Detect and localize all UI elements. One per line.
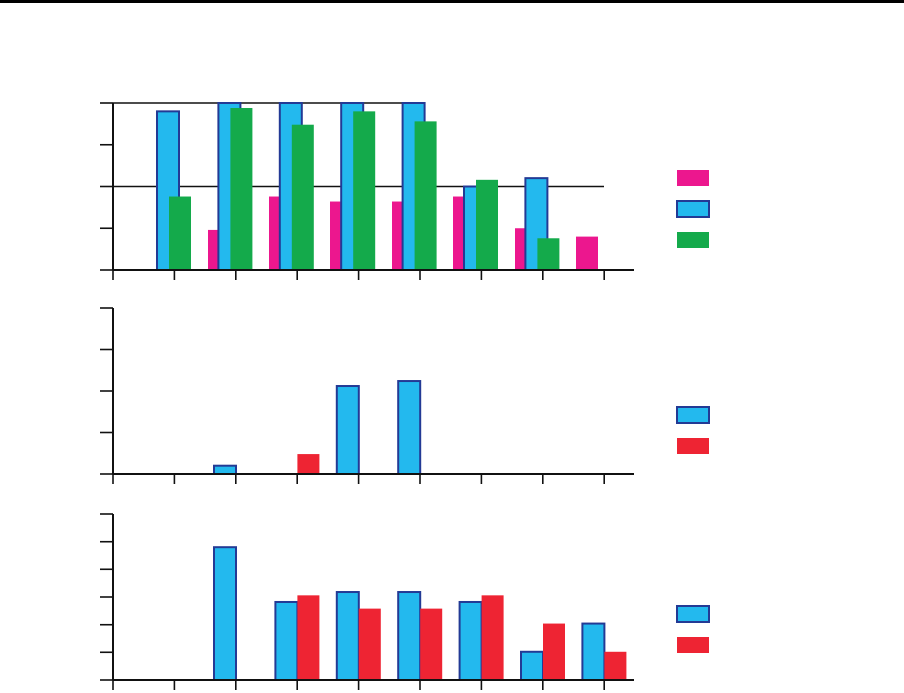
chart-3-bar-s1-c6 [458, 600, 483, 681]
chart-3-bar-s1-c3 [274, 600, 299, 681]
chart-3-legend-swatch-1 [676, 605, 710, 623]
chart-3-legend-swatch-2 [677, 637, 709, 653]
chart-3-bar-s1-c8 [581, 622, 606, 681]
chart-1-bar-s3-c2 [230, 108, 253, 270]
chart-3-bar-s2-c6 [481, 595, 504, 680]
chart-1-bar-s3-c4 [353, 111, 376, 270]
chart-1-legend-swatch-1 [677, 170, 709, 186]
chart-1-bar-s3-c7 [537, 238, 560, 270]
chart-3-bar-s2-c5 [420, 608, 443, 680]
chart-1-bar-s1-c8 [576, 236, 598, 270]
chart-1-bar-s3-c6 [476, 179, 498, 270]
chart-2-legend-swatch-1 [676, 406, 710, 424]
chart-2-bar-s2-c3 [297, 454, 320, 474]
chart-3-bar-s1-c7 [520, 650, 544, 682]
chart-1-bar-s3-c5 [414, 121, 437, 271]
top-rule [0, 0, 904, 3]
chart-1-bar-s3-c3 [291, 124, 314, 271]
chart-1-bar-s3-c1 [169, 196, 191, 270]
chart-2-bar-s1-c5 [397, 380, 422, 476]
chart-2-legend-swatch-2 [677, 438, 709, 454]
chart-3-bar-s1-c4 [335, 591, 360, 682]
chart-2-bar-s1-c4 [335, 385, 360, 475]
chart-3-bar-s2-c4 [358, 608, 381, 680]
chart-3-bar-s2-c8 [604, 651, 627, 680]
chart-1-legend-swatch-3 [677, 232, 709, 248]
chart-3-bar-s1-c5 [397, 591, 422, 682]
chart-2-bar-s1-c2 [213, 464, 237, 476]
chart-3-bar-s1-c2 [213, 546, 237, 682]
chart-1-legend-swatch-2 [676, 200, 710, 218]
chart-3-bar-s2-c7 [543, 623, 565, 680]
chart-3-bar-s2-c3 [297, 595, 320, 680]
